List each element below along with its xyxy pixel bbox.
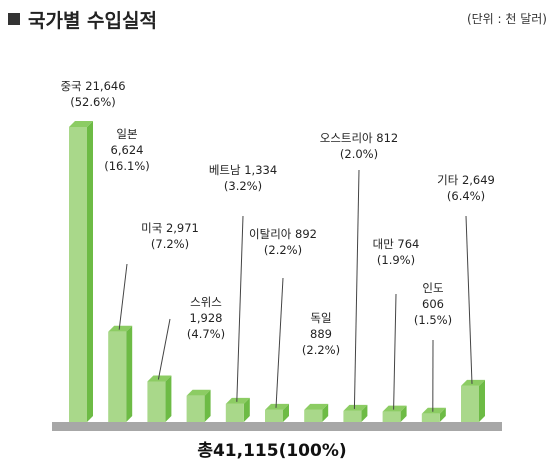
bar-label: (3.2%) <box>224 179 262 193</box>
bar-label: 889 <box>310 327 332 341</box>
bar-label: (16.1%) <box>104 159 150 173</box>
bar-label: 미국 2,971 <box>141 221 199 235</box>
bar-top <box>461 379 485 386</box>
bar-label: (1.5%) <box>414 313 452 327</box>
leader-line <box>465 215 473 384</box>
bar-label: 오스트리아 812 <box>320 131 399 145</box>
unit-label: (단위 : 천 달러) <box>466 12 547 26</box>
leader-line <box>393 293 397 410</box>
bar-side <box>126 325 133 422</box>
bar-top <box>343 404 368 411</box>
bar-labels-group: 중국 21,646 (52.6%) 일본 6,624 (16.1%) 미국 2,971 (7… <box>60 79 494 357</box>
bar <box>421 413 440 422</box>
bar-label: (52.6%) <box>70 95 116 109</box>
bar-label: 스위스 <box>190 295 222 309</box>
bar <box>108 331 127 422</box>
bar-side <box>87 121 93 422</box>
bar-top <box>382 405 407 412</box>
bar-top <box>225 397 250 404</box>
bar-side <box>439 407 446 422</box>
bar-label: 베트남 1,334 <box>209 163 277 177</box>
bar-top <box>147 375 172 382</box>
bar-label: 인도 <box>422 281 443 295</box>
bar-label: 1,928 <box>190 311 223 325</box>
bar-label: (2.2%) <box>264 243 302 257</box>
bar-label: (6.4%) <box>447 189 485 203</box>
bar-top <box>69 121 93 127</box>
bar-label: (2.0%) <box>340 147 378 161</box>
leader-line <box>275 277 284 408</box>
bar-side <box>243 397 250 422</box>
bar-side <box>322 403 329 422</box>
bar <box>147 381 166 422</box>
leader-line <box>353 169 360 409</box>
bar-side <box>165 375 172 422</box>
bar-side <box>283 403 289 422</box>
bar-top <box>265 403 289 410</box>
bullet-square-icon <box>8 13 20 25</box>
bar <box>304 409 323 422</box>
bar-label: 6,624 <box>111 143 144 157</box>
bar-label: (1.9%) <box>377 253 415 267</box>
chart-title: 국가별 수입실적 <box>28 10 157 32</box>
leader-line <box>236 215 244 402</box>
baseline-bar <box>52 422 502 431</box>
bar-side <box>479 379 485 422</box>
bar-label: (4.7%) <box>187 327 225 341</box>
bar-side <box>361 404 368 422</box>
bar <box>461 385 479 422</box>
bar-top <box>186 389 211 396</box>
bar-label: 기타 2,649 <box>437 173 495 187</box>
bar-label: 일본 <box>116 127 137 141</box>
bar <box>69 127 87 422</box>
bar-label: 606 <box>422 297 444 311</box>
bar <box>382 411 401 422</box>
bar-label: 중국 21,646 <box>60 79 125 93</box>
leader-line <box>118 263 128 330</box>
leader-line <box>157 318 171 380</box>
bar-side <box>204 389 211 422</box>
bar <box>265 409 283 422</box>
bar-label: (7.2%) <box>151 237 189 251</box>
bar-label: 이탈리아 892 <box>249 227 317 241</box>
bar-top <box>421 407 446 414</box>
total-label: 총41,115(100%) <box>197 441 346 461</box>
bar-label: 대만 764 <box>373 237 420 251</box>
bar-top <box>108 325 133 332</box>
bar-side <box>400 405 407 422</box>
bar-label: 독일 <box>310 311 331 325</box>
bar <box>186 395 205 422</box>
bar <box>225 403 244 422</box>
bar-label: (2.2%) <box>302 343 340 357</box>
bar-top <box>304 403 329 410</box>
bar <box>343 410 362 422</box>
title-row: 국가별 수입실적 (단위 : 천 달러) <box>6 4 551 34</box>
bars-group <box>69 121 485 422</box>
leader-lines-group <box>118 169 473 412</box>
